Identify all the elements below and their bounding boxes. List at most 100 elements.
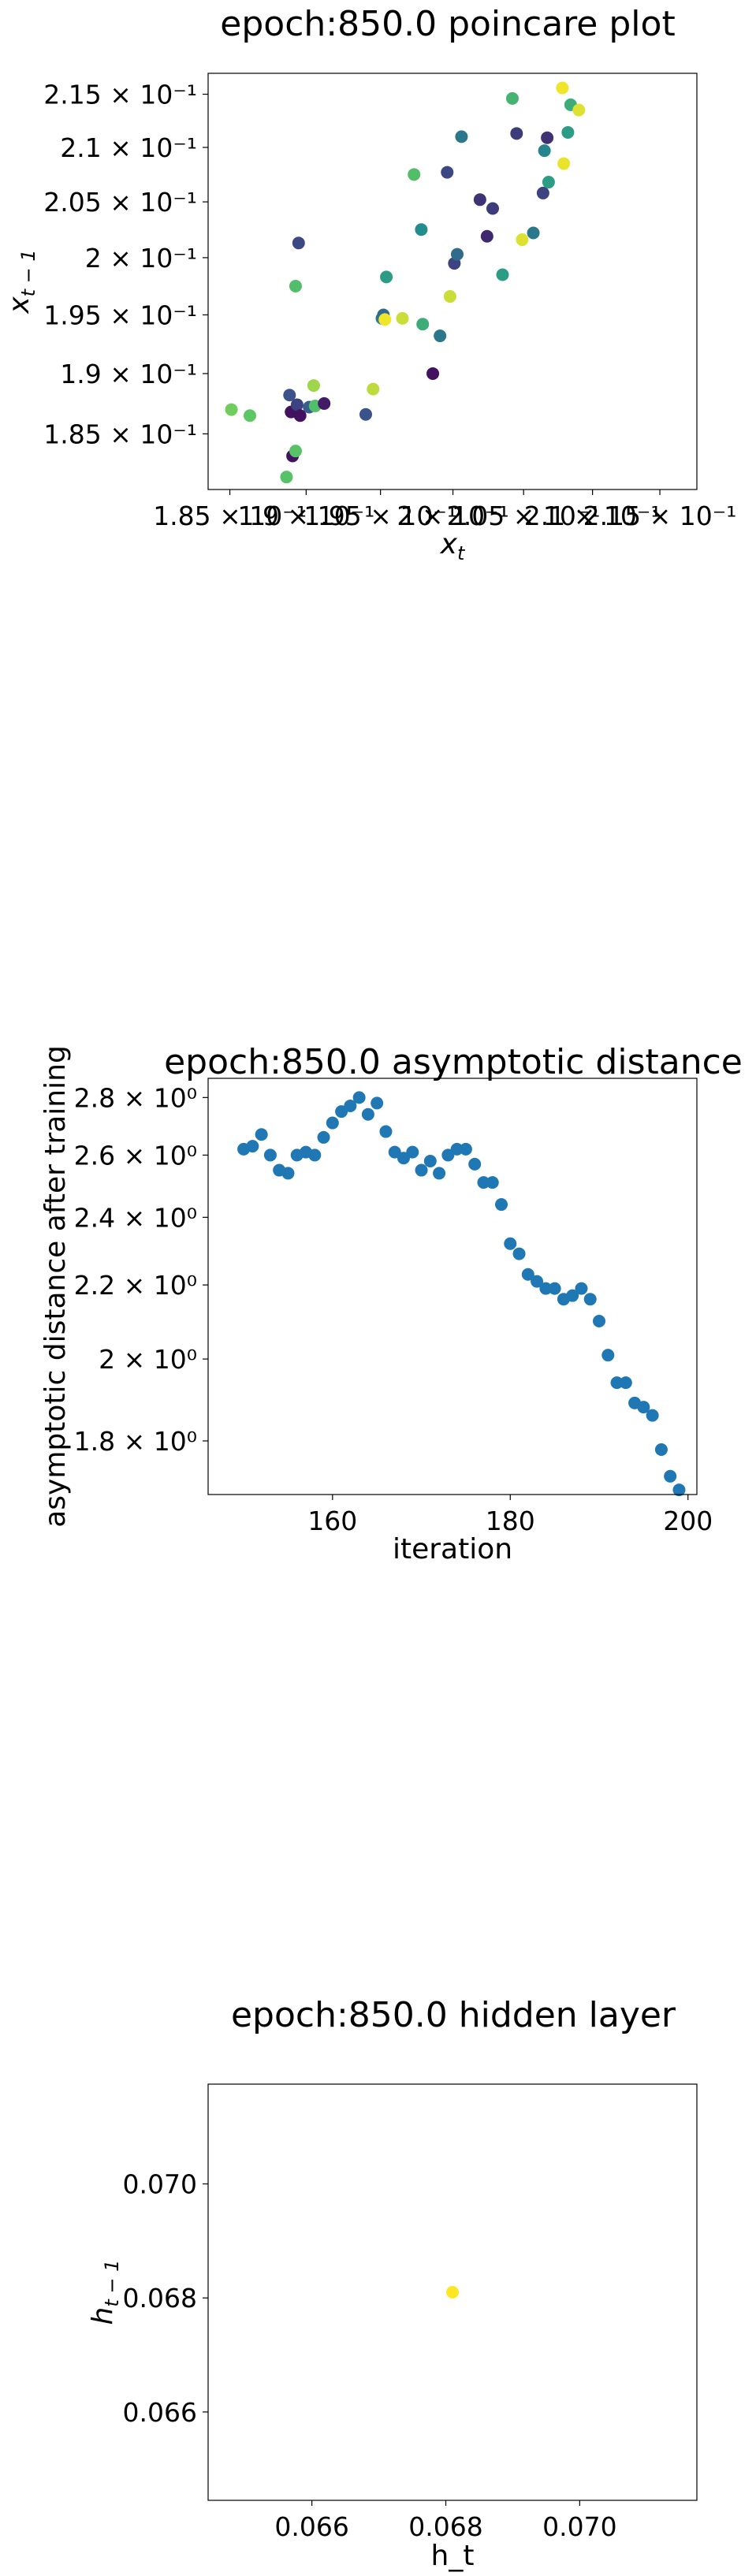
poincare-point xyxy=(496,268,509,281)
asymptotic-distance-y-label: asymptotic distance after training xyxy=(39,1045,72,1528)
poincare-point xyxy=(441,166,454,179)
poincare-plot-axes xyxy=(207,73,698,490)
asymptotic-distance-point xyxy=(388,1145,401,1159)
asymptotic-distance-x-label: iteration xyxy=(393,1533,512,1565)
poincare-point xyxy=(455,130,468,143)
poincare-point xyxy=(486,202,500,215)
asymptotic-distance-point xyxy=(450,1142,464,1156)
asymptotic-distance-x-tick-label: 180 xyxy=(486,1506,535,1536)
asymptotic-distance-point xyxy=(646,1409,659,1422)
asymptotic-distance-point xyxy=(326,1116,339,1130)
asymptotic-distance-y-tick-label: 2.8 × 10⁰ xyxy=(74,1082,197,1113)
asymptotic-distance-point xyxy=(433,1167,446,1180)
asymptotic-distance-point xyxy=(601,1349,615,1362)
poincare-point xyxy=(396,311,409,325)
poincare-point xyxy=(378,313,392,326)
asymptotic-distance-point xyxy=(512,1247,526,1260)
poincare-point xyxy=(307,379,320,393)
asymptotic-distance-point xyxy=(619,1376,632,1390)
hidden-layer-y-tick-label: 0.068 xyxy=(123,2283,197,2314)
poincare-points xyxy=(225,81,586,484)
asymptotic-distance-point xyxy=(317,1130,330,1144)
poincare-point xyxy=(367,382,380,396)
hidden-layer-point xyxy=(446,2286,459,2299)
poincare-point xyxy=(510,127,523,140)
poincare-point xyxy=(480,229,493,243)
asymptotic-distance-y-tick-label: 2 × 10⁰ xyxy=(99,1344,197,1375)
hidden-layer-x-tick-label: 0.068 xyxy=(408,2511,482,2542)
poincare-point xyxy=(280,471,293,484)
poincare-point xyxy=(443,290,456,303)
poincare-y-tick-label: 1.85 × 10⁻¹ xyxy=(43,419,197,449)
asymptotic-distance-point xyxy=(486,1176,499,1189)
asymptotic-distance-point xyxy=(441,1148,455,1162)
asymptotic-distance-point xyxy=(575,1282,588,1295)
poincare-point xyxy=(225,403,238,416)
poincare-x-tick-label: 1.95 × 10⁻¹ xyxy=(304,501,457,531)
hidden-layer-chart: epoch:850.0 hidden layer 0.066 0.068 0.070… xyxy=(87,1995,698,2572)
asymptotic-distance-point xyxy=(281,1167,295,1180)
poincare-point xyxy=(505,91,519,105)
asymptotic-distance-point xyxy=(504,1237,517,1250)
asymptotic-distance-point xyxy=(263,1148,277,1162)
poincare-x-tick-label: 1.85 × 10⁻¹ xyxy=(153,501,307,531)
asymptotic-distance-points xyxy=(237,1091,686,1497)
asymptotic-distance-point xyxy=(672,1483,686,1497)
asymptotic-distance-x-tick-label: 160 xyxy=(307,1506,357,1536)
asymptotic-distance-point xyxy=(477,1176,490,1189)
poincare-x-tick-label: 2.1 × 10⁻¹ xyxy=(524,501,661,531)
asymptotic-distance-x-tick-label: 200 xyxy=(663,1506,713,1536)
hidden-layer-y-tick-label: 0.066 xyxy=(123,2397,197,2428)
hidden-layer-x-label: h_t xyxy=(431,2540,475,2572)
asymptotic-distance-point xyxy=(459,1142,472,1156)
asymptotic-distance-point xyxy=(246,1140,259,1153)
asymptotic-distance-point xyxy=(566,1289,579,1302)
asymptotic-distance-point xyxy=(397,1152,410,1165)
asymptotic-distance-point xyxy=(637,1401,650,1414)
poincare-x-tick-label: 2.15 × 10⁻¹ xyxy=(583,501,737,531)
poincare-y-tick-label: 1.9 × 10⁻¹ xyxy=(60,359,197,389)
asymptotic-distance-point xyxy=(495,1198,508,1212)
poincare-y-ticks: 1.85 × 10⁻¹ 1.9 × 10⁻¹ 1.95 × 10⁻¹ 2 × 10⁻¹… xyxy=(43,80,208,449)
poincare-point xyxy=(415,223,428,236)
poincare-point xyxy=(434,329,447,343)
asymptotic-distance-x-ticks: 160 180 200 xyxy=(307,1495,713,1536)
poincare-y-label: xt − 1 xyxy=(3,249,39,314)
asymptotic-distance-y-ticks: 1.8 × 10⁰ 2 × 10⁰ 2.2 × 10⁰ 2.4 × 10⁰ 2.6 × … xyxy=(74,1082,208,1457)
asymptotic-distance-point xyxy=(548,1282,561,1295)
asymptotic-distance-point xyxy=(593,1314,605,1327)
poincare-x-tick-label: 1.9 × 10⁻¹ xyxy=(237,501,374,531)
asymptotic-distance-chart: epoch:850.0 asymptotic distance 160 180 20… xyxy=(39,1042,743,1565)
poincare-point xyxy=(290,398,304,411)
asymptotic-distance-y-tick-label: 2.6 × 10⁰ xyxy=(74,1140,197,1171)
poincare-point xyxy=(561,125,575,139)
hidden-layer-axes xyxy=(207,2083,698,2501)
hidden-layer-x-ticks: 0.066 0.068 0.070 xyxy=(274,2500,617,2542)
poincare-point xyxy=(359,408,372,421)
poincare-point xyxy=(292,236,305,250)
poincare-x-tick-label: 2.05 × 10⁻¹ xyxy=(447,501,601,531)
asymptotic-distance-y-tick-label: 2.4 × 10⁰ xyxy=(74,1202,197,1233)
asymptotic-distance-point xyxy=(415,1163,428,1177)
asymptotic-distance-y-tick-label: 1.8 × 10⁰ xyxy=(74,1426,197,1457)
asymptotic-distance-point xyxy=(308,1148,322,1162)
poincare-y-tick-label: 1.95 × 10⁻¹ xyxy=(43,300,197,330)
poincare-point xyxy=(538,144,551,158)
poincare-point xyxy=(473,193,486,207)
poincare-point xyxy=(289,445,302,458)
poincare-y-tick-label: 2.05 × 10⁻¹ xyxy=(43,187,197,218)
asymptotic-distance-point xyxy=(371,1096,384,1110)
asymptotic-distance-y-tick-label: 2.2 × 10⁰ xyxy=(74,1270,197,1301)
poincare-y-tick-label: 2.15 × 10⁻¹ xyxy=(43,80,197,110)
asymptotic-distance-title: epoch:850.0 asymptotic distance xyxy=(164,1042,743,1082)
asymptotic-distance-point xyxy=(423,1155,437,1168)
poincare-x-tick-label: 2 × 10⁻¹ xyxy=(397,501,508,531)
poincare-point xyxy=(556,81,569,95)
hidden-layer-x-tick-label: 0.070 xyxy=(542,2511,616,2542)
poincare-point xyxy=(572,103,586,117)
poincare-point xyxy=(380,270,393,284)
poincare-point xyxy=(557,157,571,170)
poincare-point xyxy=(527,226,540,240)
poincare-point xyxy=(293,409,307,423)
poincare-y-tick-label: 2 × 10⁻¹ xyxy=(85,243,197,274)
